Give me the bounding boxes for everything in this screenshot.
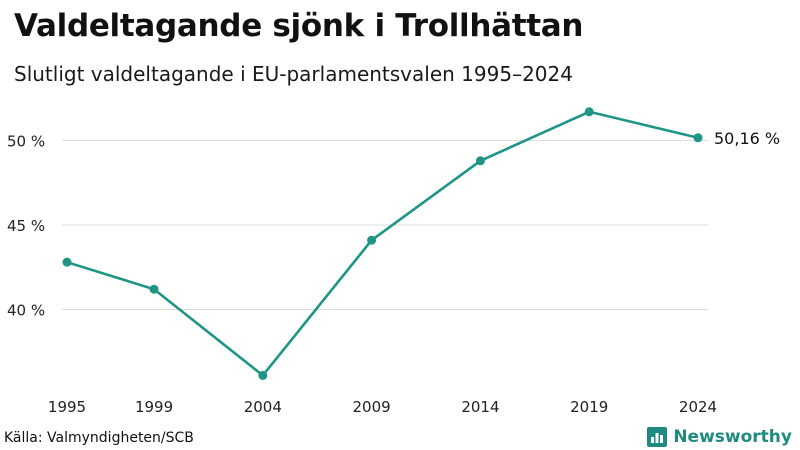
y-tick-label: 40 % [7,302,45,320]
data-point [367,235,377,245]
brand-name: Newsworthy [673,427,792,447]
y-tick-label: 45 % [7,217,45,235]
x-tick-label: 2004 [244,398,282,416]
x-tick-label: 2019 [570,398,608,416]
chart-subtitle: Slutligt valdeltagande i EU-parlamentsva… [14,62,573,86]
data-point [584,107,594,117]
data-point [62,257,72,267]
x-tick-label: 1999 [135,398,173,416]
chart-title: Valdeltagande sjönk i Trollhättan [14,8,584,44]
data-point [149,284,159,294]
data-point [258,370,268,380]
series-line [66,110,699,377]
brand-logo: Newsworthy [647,425,792,449]
x-tick-label: 2009 [353,398,391,416]
newsworthy-logo-icon [647,427,668,447]
x-tick-label: 2024 [679,398,717,416]
x-tick-label: 1995 [48,398,86,416]
source-note: Källa: Valmyndigheten/SCB [4,430,194,446]
value-label: 50,16 % [714,129,780,148]
y-tick-label: 50 % [7,133,45,151]
x-tick-label: 2014 [461,398,499,416]
data-point [693,133,703,143]
data-point [475,156,485,166]
